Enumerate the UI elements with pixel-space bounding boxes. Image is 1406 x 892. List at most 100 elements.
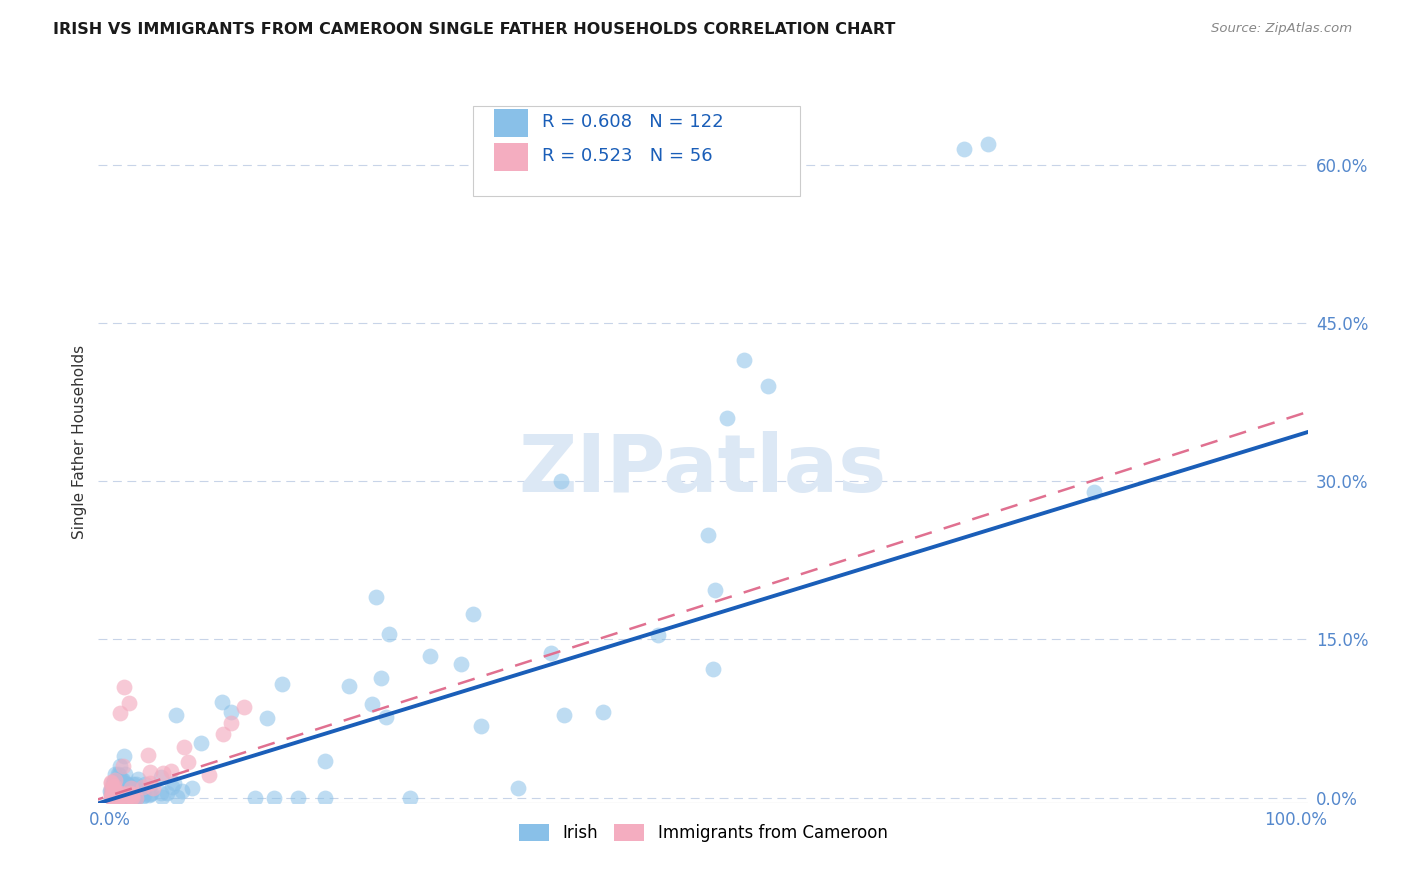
Point (112, 788, 135, 802)
Point (111, 780, 134, 794)
Point (271, 676, 294, 690)
Point (243, 790, 266, 805)
Point (122, 782, 145, 797)
Point (100, 787, 122, 801)
Point (100, 789, 122, 804)
Point (101, 784, 124, 798)
Point (314, 754, 336, 768)
Point (104, 790, 127, 805)
Point (104, 773, 127, 788)
Point (103, 788, 125, 802)
Point (314, 790, 336, 805)
Point (114, 789, 136, 804)
Point (134, 788, 156, 802)
Point (111, 759, 134, 773)
Point (103, 775, 125, 789)
Point (101, 789, 124, 804)
Point (114, 790, 136, 805)
Point (107, 781, 129, 796)
Point (149, 770, 172, 784)
Point (103, 783, 125, 797)
Point (219, 705, 242, 719)
Point (107, 778, 129, 792)
Point (160, 764, 183, 778)
Point (101, 790, 124, 805)
Point (125, 776, 148, 790)
Point (540, 646, 562, 660)
Point (112, 776, 135, 790)
Point (100, 787, 122, 801)
Point (121, 789, 143, 804)
Point (152, 765, 174, 780)
Point (121, 787, 143, 801)
Point (108, 789, 131, 804)
Point (163, 776, 186, 790)
Point (170, 784, 193, 798)
Point (108, 786, 131, 800)
Point (190, 736, 212, 750)
Point (550, 474, 572, 488)
Text: R = 0.523   N = 56: R = 0.523 N = 56 (543, 147, 713, 165)
Point (103, 790, 125, 805)
Text: IRISH VS IMMIGRANTS FROM CAMEROON SINGLE FATHER HOUSEHOLDS CORRELATION CHART: IRISH VS IMMIGRANTS FROM CAMEROON SINGLE… (53, 22, 896, 37)
Point (115, 777, 138, 791)
Point (111, 778, 134, 792)
Point (100, 782, 122, 797)
Point (361, 697, 384, 711)
Point (108, 706, 131, 720)
Point (112, 787, 135, 801)
Point (697, 528, 720, 542)
Point (450, 657, 472, 671)
Point (100, 789, 122, 804)
Point (1083, 484, 1105, 499)
Point (103, 789, 125, 803)
Point (138, 789, 160, 803)
Point (101, 780, 124, 794)
Point (118, 780, 141, 794)
Point (100, 780, 122, 795)
Point (114, 680, 136, 694)
Point (104, 784, 127, 798)
Point (107, 789, 129, 803)
Point (105, 772, 128, 787)
FancyBboxPatch shape (474, 105, 800, 196)
Point (287, 790, 309, 805)
Point (111, 782, 134, 797)
Point (378, 626, 401, 640)
Point (976, 136, 998, 151)
Point (112, 789, 135, 804)
Point (553, 708, 575, 723)
Point (103, 788, 125, 802)
Point (98, 784, 121, 798)
Text: ZIPatlas: ZIPatlas (519, 432, 887, 509)
Point (124, 790, 146, 805)
Bar (494, 109, 527, 136)
Point (370, 671, 392, 685)
Point (364, 590, 387, 604)
Point (166, 790, 188, 805)
Point (107, 789, 129, 804)
Point (756, 379, 779, 393)
Point (150, 786, 173, 800)
Point (134, 777, 156, 791)
Point (399, 790, 422, 805)
Point (104, 787, 127, 801)
Point (100, 790, 122, 805)
Point (112, 790, 135, 805)
Point (115, 790, 138, 805)
Point (177, 755, 200, 769)
Point (101, 789, 124, 803)
Point (108, 768, 131, 782)
Point (121, 789, 143, 804)
Point (127, 789, 149, 803)
Point (173, 740, 195, 755)
Point (117, 790, 139, 805)
Point (111, 774, 134, 789)
Point (142, 781, 165, 796)
Legend: Irish, Immigrants from Cameroon: Irish, Immigrants from Cameroon (512, 817, 894, 848)
Point (103, 773, 125, 788)
Point (127, 772, 149, 786)
Point (107, 790, 129, 805)
Point (702, 662, 724, 676)
Point (103, 789, 125, 803)
